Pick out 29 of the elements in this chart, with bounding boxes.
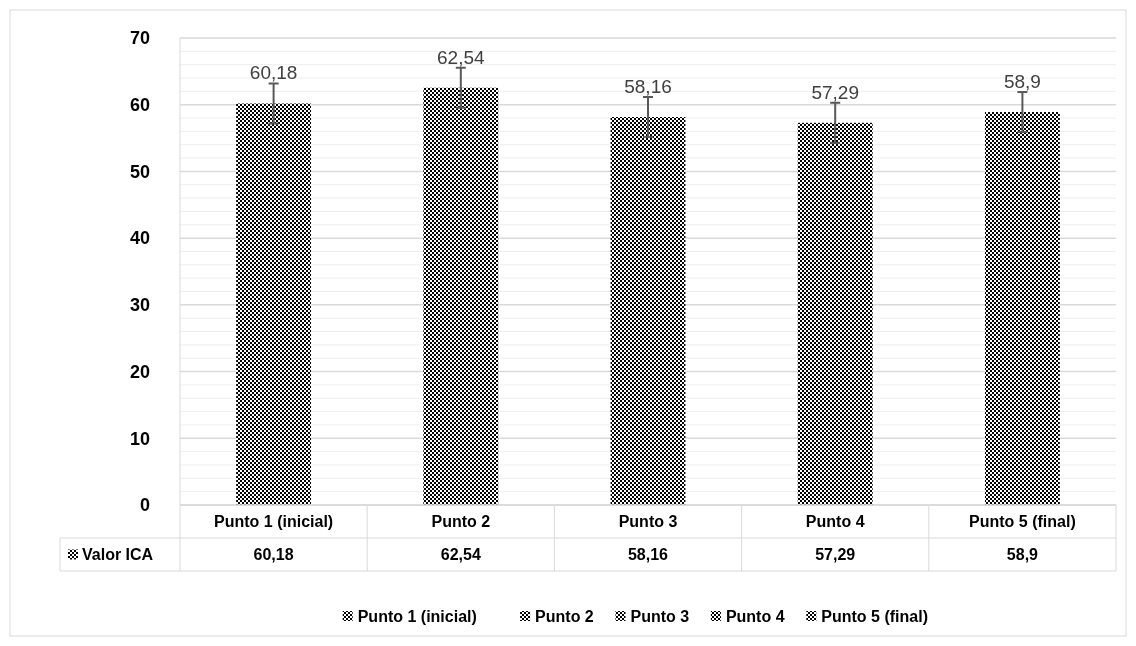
- text: 58,16: [624, 75, 672, 97]
- data-label: 58,16: [627, 546, 669, 564]
- y-tick-label: 0: [139, 495, 150, 516]
- legend-label: Valor ICA: [82, 546, 154, 564]
- y-tick-label: 40: [129, 228, 150, 249]
- x-tick-label: Punto 1 (inicial): [214, 513, 334, 531]
- category-label: Punto 3: [630, 607, 690, 625]
- data-label: 57,29: [815, 546, 856, 564]
- y-tick-label: 20: [129, 361, 150, 382]
- y-tick-label: 50: [129, 161, 150, 182]
- x-tick-label: Punto 5 (final): [969, 513, 1076, 531]
- x-tick-label: Punto 3: [618, 513, 678, 531]
- text: 62,54: [437, 46, 485, 68]
- y-tick-label: 30: [129, 295, 150, 316]
- data-label: 58,9: [1006, 546, 1039, 564]
- data-label: 60,18: [253, 546, 294, 564]
- category-label: Punto 5 (final): [821, 607, 928, 625]
- x-tick-label: Punto 2: [431, 513, 491, 531]
- x-tick-label: Punto 4: [805, 513, 865, 531]
- y-tick-label: 60: [129, 95, 150, 116]
- y-tick-label: 70: [129, 28, 150, 49]
- text: 57,29: [811, 81, 859, 103]
- category-label: Punto 2: [535, 607, 594, 625]
- text: 60,18: [249, 62, 298, 84]
- data-label: 62,54: [440, 546, 481, 564]
- y-tick-label: 10: [129, 428, 150, 449]
- category-label: Punto 4: [725, 607, 785, 625]
- category-label: Punto 1 (inicial): [357, 607, 477, 625]
- text: 58,9: [1003, 71, 1041, 93]
